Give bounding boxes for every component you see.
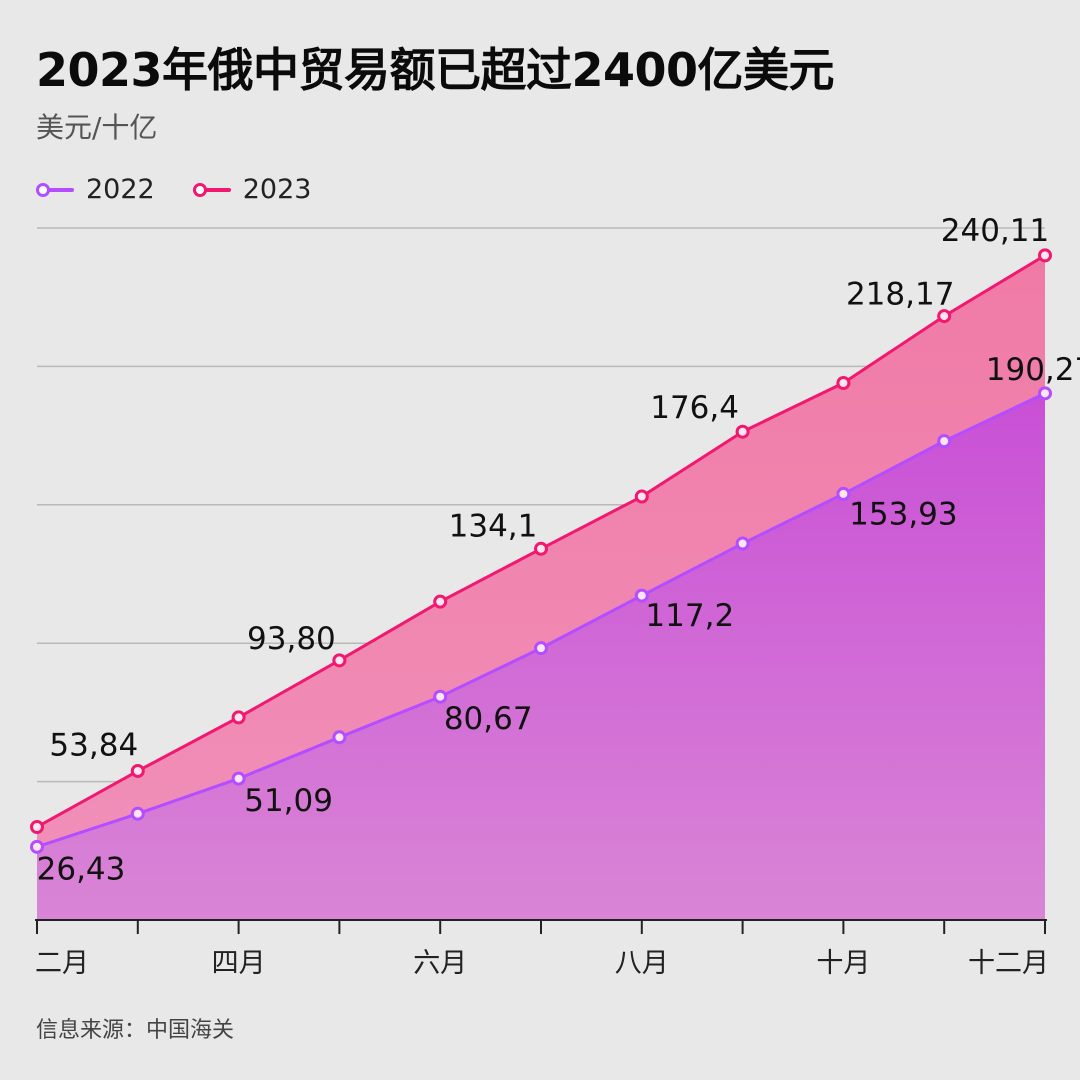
data-point-2022 xyxy=(1038,386,1052,401)
data-point-2022 xyxy=(30,839,44,854)
y-unit-label: 美元/十亿 xyxy=(36,111,158,144)
legend-swatch-2022 xyxy=(36,182,74,197)
data-label-2023: 176,4 xyxy=(650,390,739,426)
legend-item-2022: 2022 xyxy=(36,174,155,205)
chart-plot: 二月 四月 六月 八月 十月 十二月 26,43 51,09 80,67 117,2 153,93… xyxy=(30,213,1080,979)
legend-swatch-2023 xyxy=(192,182,231,197)
data-label-2023: 53,84 xyxy=(49,727,138,763)
data-point-2022 xyxy=(534,641,548,656)
legend-label-2023: 2023 xyxy=(242,174,312,205)
data-label-2023: 218,17 xyxy=(846,277,954,313)
data-label-2023: 240,11 xyxy=(941,213,1049,249)
data-point-2023 xyxy=(1038,248,1052,263)
legend: 2022 2023 xyxy=(36,174,311,205)
data-label-2022: 80,67 xyxy=(444,701,533,737)
x-tick-label: 八月 xyxy=(615,948,669,979)
data-point-2023 xyxy=(433,594,448,609)
data-point-2023 xyxy=(634,489,649,504)
data-point-2023 xyxy=(30,819,44,834)
areas xyxy=(37,255,1045,920)
data-point-2023 xyxy=(231,710,246,725)
data-point-2022 xyxy=(231,771,246,786)
data-point-2022 xyxy=(634,588,649,603)
points xyxy=(30,248,1052,854)
x-tick-label: 四月 xyxy=(212,948,266,979)
data-point-2023 xyxy=(130,763,145,778)
chart-title: 2023年俄中贸易额已超过2400亿美元 xyxy=(36,43,835,97)
data-label-2022: 51,09 xyxy=(244,783,333,819)
data-labels: 26,43 51,09 80,67 117,2 153,93 190,27 53,84 93,… xyxy=(37,213,1080,887)
data-point-2023 xyxy=(735,424,750,439)
x-tick-label: 十二月 xyxy=(968,948,1049,979)
data-label-2022: 190,27 xyxy=(986,352,1080,388)
data-point-2022 xyxy=(332,730,347,745)
data-point-2022 xyxy=(130,806,145,821)
x-axis: 二月 四月 六月 八月 十月 十二月 xyxy=(35,919,1049,979)
data-point-2023 xyxy=(332,653,347,668)
x-tick-label: 十月 xyxy=(816,948,870,979)
data-label-2023: 93,80 xyxy=(247,621,336,657)
x-tick-label: 六月 xyxy=(413,948,467,979)
data-point-2023 xyxy=(937,309,952,324)
source-note: 信息来源：中国海关 xyxy=(36,1018,235,1043)
data-point-2023 xyxy=(534,541,548,556)
data-label-2022: 153,93 xyxy=(849,496,957,532)
x-tick-label: 二月 xyxy=(35,948,89,979)
legend-label-2022: 2022 xyxy=(86,174,155,205)
legend-item-2023: 2023 xyxy=(192,174,312,205)
area-2022 xyxy=(37,393,1045,920)
data-point-2022 xyxy=(836,486,851,501)
data-label-2022: 26,43 xyxy=(37,851,126,887)
data-point-2022 xyxy=(433,689,448,704)
data-point-2022 xyxy=(937,434,952,449)
data-point-2023 xyxy=(836,376,851,391)
data-point-2022 xyxy=(735,536,750,551)
data-label-2022: 117,2 xyxy=(645,598,734,634)
data-label-2023: 134,1 xyxy=(449,508,538,544)
